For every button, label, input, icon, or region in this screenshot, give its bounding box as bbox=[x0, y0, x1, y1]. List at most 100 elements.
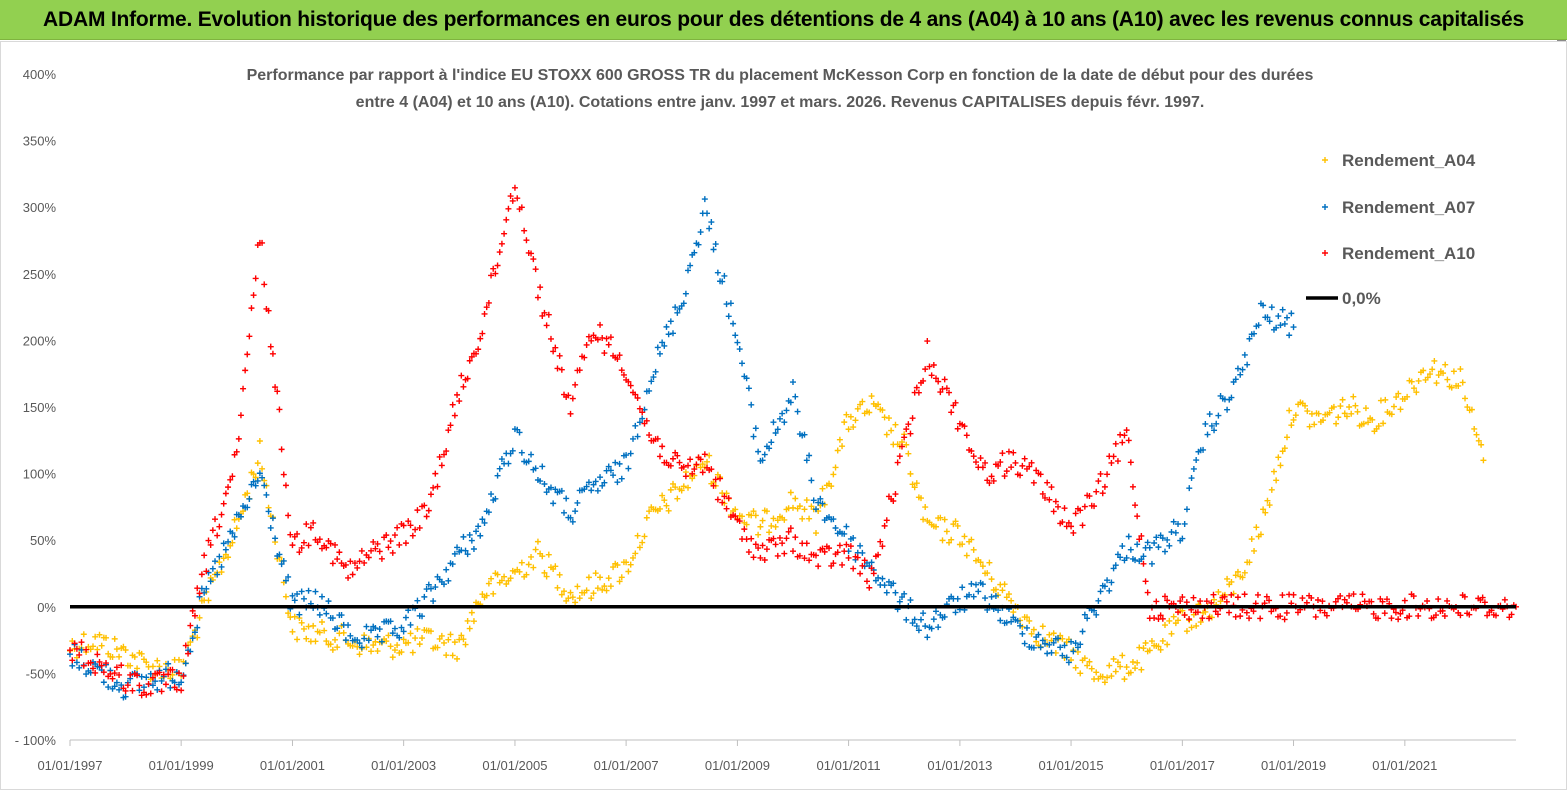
series-marker bbox=[563, 495, 570, 502]
series-marker bbox=[1110, 453, 1117, 460]
series-marker bbox=[134, 672, 141, 679]
series-marker bbox=[532, 266, 539, 273]
series-marker bbox=[252, 275, 259, 282]
series-marker bbox=[1290, 416, 1297, 423]
series-marker bbox=[370, 538, 377, 545]
series-marker bbox=[229, 530, 236, 537]
series-marker bbox=[1320, 417, 1327, 424]
series-marker bbox=[941, 376, 948, 383]
series-marker bbox=[1091, 607, 1098, 614]
series-marker bbox=[105, 650, 112, 657]
series-marker bbox=[267, 524, 274, 531]
series-marker bbox=[1284, 434, 1291, 441]
series-marker bbox=[907, 470, 914, 477]
series-marker bbox=[1170, 518, 1177, 525]
series-marker bbox=[458, 372, 465, 379]
series-marker bbox=[1333, 420, 1340, 427]
series-marker bbox=[398, 649, 405, 656]
series-marker bbox=[483, 592, 490, 599]
series-marker bbox=[868, 565, 875, 572]
series-marker bbox=[154, 657, 161, 664]
series-marker bbox=[806, 515, 813, 522]
series-marker bbox=[612, 459, 619, 466]
series-marker bbox=[1462, 395, 1469, 402]
series-marker bbox=[941, 613, 948, 620]
series-marker bbox=[1166, 542, 1173, 549]
series-marker bbox=[1099, 490, 1106, 497]
series-marker bbox=[1097, 588, 1104, 595]
series-marker bbox=[1164, 597, 1171, 604]
series-marker bbox=[272, 535, 279, 542]
series-marker bbox=[233, 525, 240, 532]
series-marker bbox=[1299, 595, 1306, 602]
series-marker bbox=[935, 378, 942, 385]
series-marker bbox=[118, 682, 125, 689]
series-marker bbox=[212, 516, 219, 523]
series-marker bbox=[732, 506, 739, 513]
series-marker bbox=[1362, 405, 1369, 412]
series-marker bbox=[801, 555, 808, 562]
series-marker bbox=[414, 625, 421, 632]
legend-label: Rendement_A07 bbox=[1342, 198, 1475, 217]
series-marker bbox=[676, 459, 683, 466]
series-marker bbox=[1479, 594, 1486, 601]
series-marker bbox=[113, 664, 120, 671]
series-marker bbox=[1175, 617, 1182, 624]
series-marker bbox=[1161, 548, 1168, 555]
series-marker bbox=[194, 624, 201, 631]
series-marker bbox=[585, 574, 592, 581]
series-marker bbox=[425, 581, 432, 588]
series-marker bbox=[888, 427, 895, 434]
series-marker bbox=[246, 333, 253, 340]
series-marker bbox=[1435, 596, 1442, 603]
series-marker bbox=[282, 577, 289, 584]
series-marker bbox=[723, 301, 730, 308]
legend-label: Rendement_A04 bbox=[1342, 151, 1476, 170]
y-tick-label: 250% bbox=[23, 267, 57, 282]
y-tick-label: 300% bbox=[23, 200, 57, 215]
series-marker bbox=[332, 541, 339, 548]
series-marker bbox=[73, 645, 80, 652]
series-marker bbox=[1048, 649, 1055, 656]
series-marker bbox=[815, 499, 822, 506]
series-marker bbox=[323, 544, 330, 551]
series-marker bbox=[597, 574, 604, 581]
series-marker bbox=[449, 652, 456, 659]
series-marker bbox=[1065, 519, 1072, 526]
series-marker bbox=[1079, 522, 1086, 529]
series-marker bbox=[416, 524, 423, 531]
series-marker bbox=[911, 484, 918, 491]
series-marker bbox=[836, 436, 843, 443]
series-marker bbox=[1114, 659, 1121, 666]
series-marker bbox=[122, 687, 129, 694]
series-marker bbox=[1001, 581, 1008, 588]
series-marker bbox=[76, 651, 83, 658]
series-marker bbox=[1041, 640, 1048, 647]
series-marker bbox=[1473, 431, 1480, 438]
series-marker bbox=[252, 482, 259, 489]
series-marker bbox=[282, 593, 289, 600]
series-marker bbox=[1142, 578, 1149, 585]
series-marker bbox=[1164, 536, 1171, 543]
series-marker bbox=[109, 675, 116, 682]
series-marker bbox=[1415, 612, 1422, 619]
series-marker bbox=[603, 587, 610, 594]
series-marker bbox=[748, 401, 755, 408]
series-marker bbox=[783, 407, 790, 414]
series-marker bbox=[189, 635, 196, 642]
series-marker bbox=[1208, 614, 1215, 621]
series-marker bbox=[691, 466, 698, 473]
series-marker bbox=[143, 674, 150, 681]
series-marker bbox=[1151, 540, 1158, 547]
series-marker bbox=[682, 290, 689, 297]
series-marker bbox=[625, 378, 632, 385]
series-marker bbox=[868, 559, 875, 566]
series-marker bbox=[909, 620, 916, 627]
series-marker bbox=[196, 590, 203, 597]
series-marker bbox=[1168, 529, 1175, 536]
series-marker bbox=[103, 660, 110, 667]
series-marker bbox=[1314, 597, 1321, 604]
series-marker bbox=[669, 480, 676, 487]
series-marker bbox=[391, 625, 398, 632]
